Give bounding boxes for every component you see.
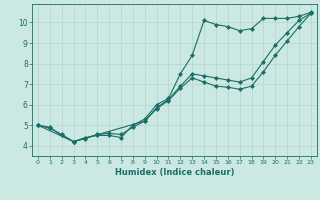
X-axis label: Humidex (Indice chaleur): Humidex (Indice chaleur) [115, 168, 234, 177]
